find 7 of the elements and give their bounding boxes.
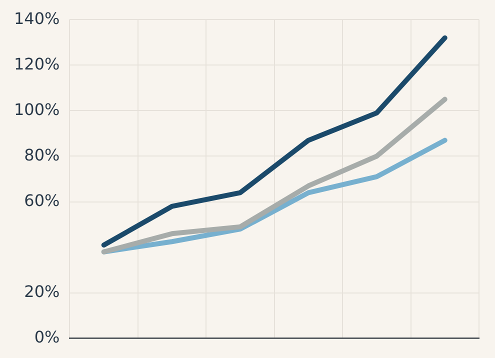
- y-tick-label: 20%: [24, 282, 60, 302]
- y-tick-label: 0%: [34, 328, 60, 347]
- y-tick-label: 140%: [14, 8, 60, 28]
- y-tick-label: 100%: [14, 100, 60, 119]
- y-tick-label: 80%: [24, 145, 60, 164]
- y-tick-label: 60%: [24, 190, 60, 210]
- y-tick-label: 120%: [14, 54, 60, 74]
